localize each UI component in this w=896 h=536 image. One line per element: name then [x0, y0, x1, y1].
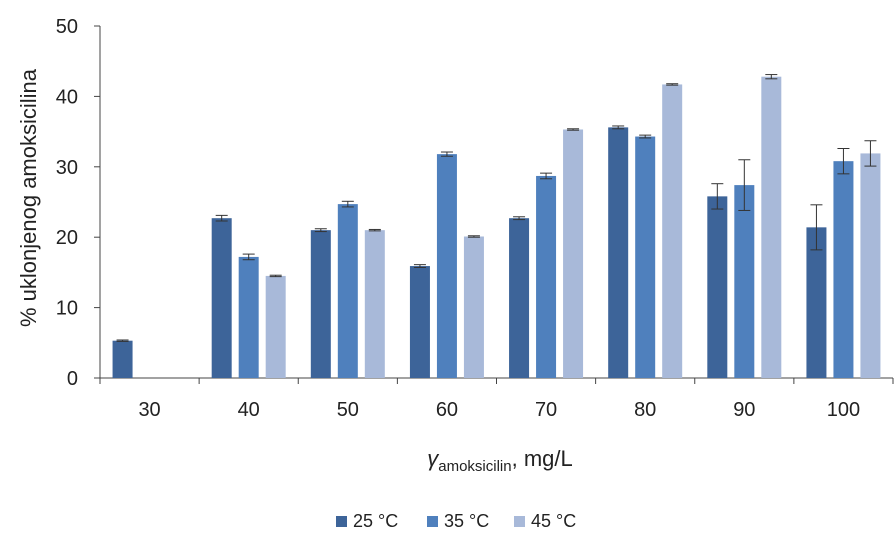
- bar-45c-90: [761, 76, 782, 379]
- bar-35c-70: [536, 175, 557, 378]
- x-axis-title-subscript: amoksicilin: [438, 458, 511, 475]
- legend-swatch: [336, 516, 347, 527]
- y-tick-label: 10: [56, 298, 78, 320]
- legend: 25 °C 35 °C 45 °C: [336, 511, 576, 531]
- bar-35c-90: [734, 185, 755, 378]
- bar-25c-60: [409, 266, 430, 378]
- y-tick-label: 50: [56, 16, 78, 38]
- y-tick-label: 40: [56, 86, 78, 108]
- x-axis: 30 40 50 60 70 80 90 100: [99, 377, 894, 421]
- y-axis-title: % uklonjenog amoksicilina: [16, 68, 41, 327]
- bar-45c-80: [662, 84, 683, 378]
- legend-label: 25 °C: [353, 511, 398, 531]
- bar-35c-40: [238, 256, 259, 378]
- bar-45c-70: [563, 129, 584, 378]
- y-tick-label: 20: [56, 227, 78, 249]
- error-bars: [116, 74, 877, 342]
- bar-35c-80: [635, 136, 656, 378]
- x-axis-title-symbol: γ: [427, 446, 440, 471]
- bar-25c-100: [806, 227, 827, 378]
- y-tick-label: 30: [56, 157, 78, 179]
- x-tick-label: 80: [634, 399, 656, 421]
- x-tick-label: 60: [436, 399, 458, 421]
- x-tick-label: 100: [827, 399, 860, 421]
- legend-swatch: [427, 516, 438, 527]
- bar-25c-40: [211, 218, 232, 378]
- x-tick-label: 30: [138, 399, 160, 421]
- x-tick-label: 50: [337, 399, 359, 421]
- legend-label: 45 °C: [531, 511, 576, 531]
- legend-label: 35 °C: [444, 511, 489, 531]
- bar-25c-30: [112, 340, 133, 378]
- bar-35c-50: [337, 204, 358, 378]
- x-axis-title: γamoksicilin, mg/L: [427, 446, 573, 475]
- bars: [112, 76, 881, 379]
- legend-swatch: [514, 516, 525, 527]
- bar-35c-60: [436, 154, 457, 378]
- x-tick-label: 40: [238, 399, 260, 421]
- y-tick-label: 0: [67, 368, 78, 390]
- bar-35c-100: [833, 161, 854, 378]
- x-axis-title-suffix: , mg/L: [512, 446, 573, 471]
- bar-25c-50: [310, 230, 331, 378]
- bar-25c-70: [509, 218, 530, 378]
- y-axis: 0 10 20 30 40 50: [56, 16, 101, 390]
- bar-45c-50: [364, 230, 385, 378]
- bar-45c-60: [463, 236, 484, 378]
- bar-25c-90: [707, 196, 728, 378]
- x-tick-label: 90: [733, 399, 755, 421]
- bar-45c-40: [265, 275, 286, 378]
- bar-45c-100: [860, 153, 881, 378]
- x-tick-label: 70: [535, 399, 557, 421]
- bar-25c-80: [608, 127, 629, 378]
